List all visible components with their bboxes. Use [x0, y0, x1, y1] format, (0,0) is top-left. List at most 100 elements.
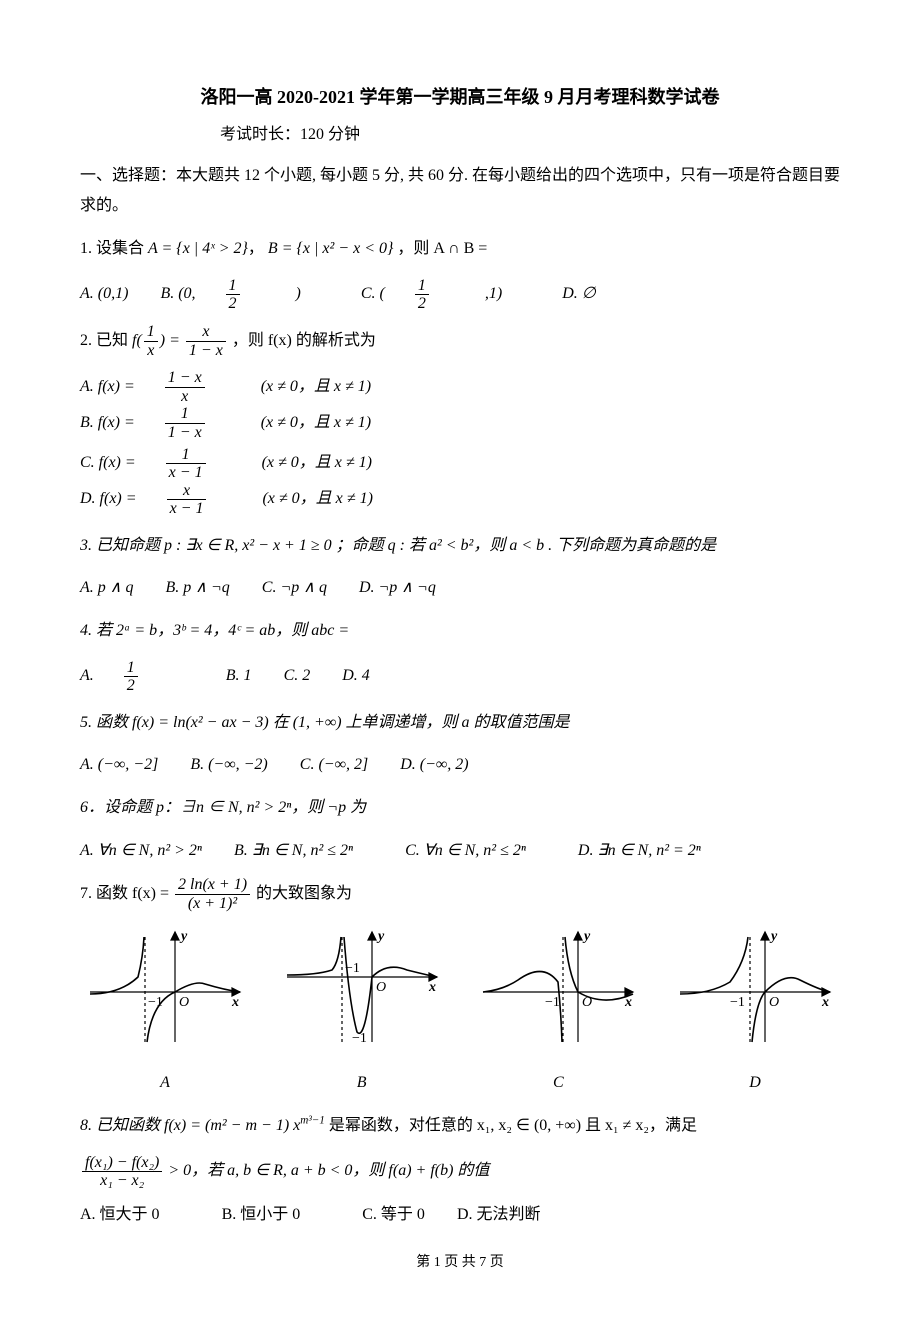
q1-optC-pre: C. (: [361, 279, 385, 309]
q1-setB: B = {x | x² − x < 0}: [268, 240, 393, 257]
q8-stem2: > 0，若 a, b ∈ R, a + b < 0，则 f(a) + f(b) …: [168, 1162, 489, 1179]
question-5: 5. 函数 f(x) = ln(x² − ax − 3) 在 (1, +∞) 上…: [80, 705, 840, 740]
graph-A-svg: −1 O x y: [80, 922, 250, 1052]
q4-optD: D. 4: [342, 661, 370, 691]
q1-setA: A = {x | 4ˣ > 2}: [148, 240, 248, 257]
graph-D: −1 O x y D: [670, 922, 840, 1098]
q4-optA: A. 12: [80, 659, 194, 695]
frac-n: 2 ln(x + 1): [175, 876, 250, 895]
q1-optB: B. (0,12): [160, 277, 328, 313]
q2-row1: A. f(x) = 1 − xx (x ≠ 0，且 x ≠ 1) B. f(x)…: [80, 369, 840, 441]
q5-optD: D. (−∞, 2): [400, 750, 468, 780]
section-heading: 一、选择题：本大题共 12 个小题, 每小题 5 分, 共 60 分. 在每小题…: [80, 161, 840, 222]
frac-n: 1: [124, 659, 138, 678]
q3-optA: A. p ∧ q: [80, 573, 133, 603]
y-label: y: [376, 929, 385, 944]
q8-stem1b: 是幂函数，对任意的 x₁, x₂ ∈ (0, +∞) 且 x₁ ≠ x₂，满足: [329, 1117, 697, 1134]
x-label: x: [821, 995, 829, 1010]
exam-duration: 考试时长：120 分钟: [220, 120, 840, 150]
optD-pre: D. f(x) =: [80, 484, 137, 514]
x-label: x: [428, 980, 436, 995]
q1-optB-pre: B. (0,: [160, 279, 195, 309]
optA-pre: A. f(x) =: [80, 372, 135, 402]
origin-label: O: [582, 995, 592, 1010]
q6-optB: B. ∃n ∈ N, n² ≤ 2ⁿ: [234, 836, 353, 866]
graph-D-svg: −1 O x y: [670, 922, 840, 1052]
graph-B: −1 −1 O x y B: [277, 922, 447, 1098]
q8-optD: D. 无法判断: [457, 1200, 541, 1230]
optB-pre: B. f(x) =: [80, 408, 135, 438]
q2-optC: C. f(x) = 1x − 1 (x ≠ 0，且 x ≠ 1): [80, 446, 440, 482]
graph-D-label: D: [670, 1068, 840, 1098]
q7-graphs: −1 O x y A −1 −1 O x y B: [80, 922, 840, 1098]
q2-stem-pre: 2. 已知: [80, 332, 132, 349]
q1-optD: D. ∅: [562, 279, 596, 309]
q5-optC: C. (−∞, 2]: [300, 750, 368, 780]
graph-B-label: B: [277, 1068, 447, 1098]
frac-n: 1: [415, 277, 429, 296]
q8-optC: C. 等于 0: [362, 1200, 425, 1230]
q8-options: A. 恒大于 0 B. 恒小于 0 C. 等于 0 D. 无法判断: [80, 1200, 840, 1230]
x-label: x: [231, 995, 239, 1010]
optC-cond: (x ≠ 0，且 x ≠ 1): [262, 448, 372, 478]
q4-optB: B. 1: [226, 661, 252, 691]
q7-stem-post: 的大致图象为: [256, 885, 352, 902]
frac-d: 2: [124, 677, 138, 695]
frac-d: x: [144, 342, 158, 360]
optB-cond: (x ≠ 0，且 x ≠ 1): [261, 408, 371, 438]
q1-optA: A. (0,1): [80, 279, 128, 309]
q1-stem-post: ，则 A ∩ B =: [397, 240, 487, 257]
q6-optD: D. ∃n ∈ N, n² = 2ⁿ: [578, 836, 701, 866]
q4-options: A. 12 B. 1 C. 2 D. 4: [80, 659, 840, 695]
question-8b: f(x₁) − f(x₂)x₁ − x₂ > 0，若 a, b ∈ R, a +…: [80, 1153, 840, 1189]
tick-neg1b: −1: [352, 1031, 367, 1046]
q7-stem-pre: 7. 函数 f(x) =: [80, 885, 173, 902]
question-3: 3. 已知命题 p : ∃x ∈ R, x² − x + 1 ≥ 0 ；命题 q…: [80, 528, 840, 563]
q6-optC: C. ∀n ∈ N, n² ≤ 2ⁿ: [405, 836, 526, 866]
optD-cond: (x ≠ 0，且 x ≠ 1): [262, 484, 372, 514]
frac-d: x: [165, 388, 205, 406]
lhs-pre: f(: [132, 332, 142, 349]
frac-n: 1: [144, 323, 158, 342]
origin-label: O: [376, 980, 386, 995]
frac-d: 1 − x: [165, 424, 205, 442]
q5-optB: B. (−∞, −2): [190, 750, 267, 780]
q8-exp: m³−1: [300, 1115, 325, 1127]
q3-optC: C. ¬p ∧ q: [262, 573, 327, 603]
q2-optD: D. f(x) = xx − 1 (x ≠ 0，且 x ≠ 1): [80, 482, 440, 518]
q6-optA: A. ∀n ∈ N, n² > 2ⁿ: [80, 836, 202, 866]
question-6: 6．设命题 p：∃n ∈ N, n² > 2ⁿ，则 ¬p 为: [80, 790, 840, 825]
origin-label: O: [179, 995, 189, 1010]
graph-C-label: C: [473, 1068, 643, 1098]
q3-options: A. p ∧ q B. p ∧ ¬q C. ¬p ∧ q D. ¬p ∧ ¬q: [80, 573, 840, 603]
frac-n: 1 − x: [165, 369, 205, 388]
frac-d: 2: [415, 295, 429, 313]
optA-pre: A.: [80, 661, 94, 691]
q8-optB: B. 恒小于 0: [222, 1200, 301, 1230]
q1-optB-post: ): [296, 279, 301, 309]
tick-neg1: −1: [545, 995, 560, 1010]
q2-optB: B. f(x) = 11 − x (x ≠ 0，且 x ≠ 1): [80, 405, 440, 441]
graph-C: −1 O x y C: [473, 922, 643, 1098]
y-label: y: [582, 929, 591, 944]
question-4: 4. 若 2ᵃ = b，3ᵇ = 4，4ᶜ = ab，则 abc =: [80, 613, 840, 648]
frac-n: 1: [165, 405, 205, 424]
q2-lhs: f(1x) = x1 − x: [132, 332, 232, 349]
frac-n: x: [167, 482, 207, 501]
q2-optA: A. f(x) = 1 − xx (x ≠ 0，且 x ≠ 1): [80, 369, 440, 405]
question-7: 7. 函数 f(x) = 2 ln(x + 1)(x + 1)² 的大致图象为: [80, 876, 840, 912]
graph-A-label: A: [80, 1068, 250, 1098]
frac-d: 2: [226, 295, 240, 313]
q1-optC-post: ,1): [485, 279, 502, 309]
graph-A: −1 O x y A: [80, 922, 250, 1098]
q1-stem-pre: 1. 设集合: [80, 240, 148, 257]
page-footer: 第 1 页 共 7 页: [80, 1250, 840, 1277]
q2-stem-post: ，则 f(x) 的解析式为: [232, 332, 376, 349]
frac-d: x₁ − x₂: [82, 1172, 162, 1190]
q6-options: A. ∀n ∈ N, n² > 2ⁿ B. ∃n ∈ N, n² ≤ 2ⁿ C.…: [80, 836, 840, 866]
frac-d: 1 − x: [186, 342, 226, 360]
q2-row2: C. f(x) = 1x − 1 (x ≠ 0，且 x ≠ 1) D. f(x)…: [80, 446, 840, 518]
frac-n: 1: [166, 446, 206, 465]
y-label: y: [179, 929, 188, 944]
question-8: 8. 已知函数 f(x) = (m² − m − 1) xm³−1 是幂函数，对…: [80, 1108, 840, 1143]
